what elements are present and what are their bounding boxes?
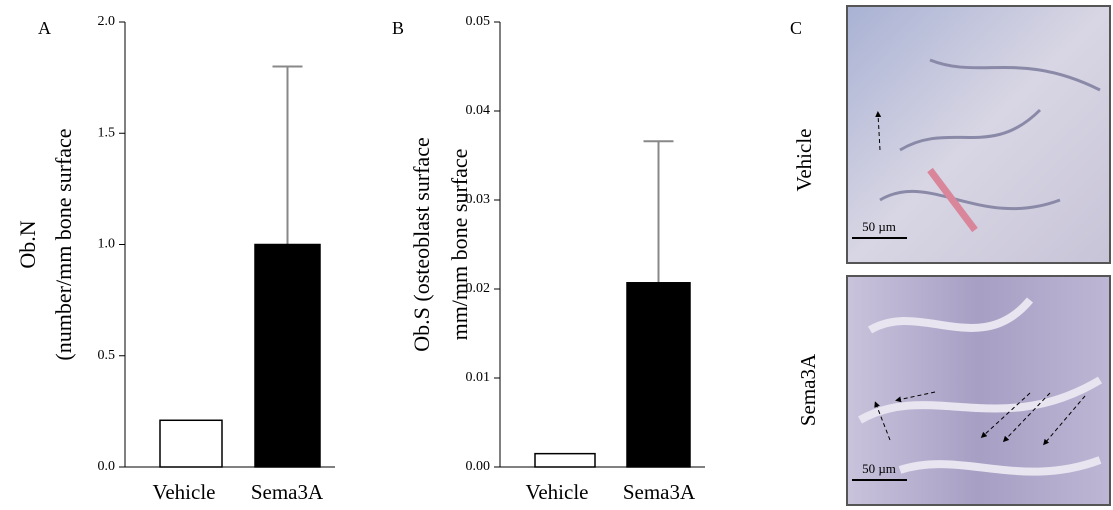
bar <box>254 243 321 468</box>
y-axis-label: (number/mm bone surface <box>51 128 76 360</box>
x-tick-label: Vehicle <box>526 480 589 504</box>
y-tick-label: 0.03 <box>466 192 491 207</box>
y-tick-label: 2.0 <box>98 14 116 29</box>
panel-label: B <box>392 18 404 38</box>
y-tick-label: 0.04 <box>466 103 491 118</box>
tissue <box>858 297 1103 476</box>
arrow <box>980 392 1031 439</box>
y-tick-label: 0.05 <box>466 14 491 29</box>
scale-label: 50 µm <box>862 461 896 476</box>
tissue <box>927 167 978 233</box>
y-tick-label: 0.5 <box>98 348 116 363</box>
panel-label: A <box>38 18 51 38</box>
y-tick-label: 0.0 <box>98 459 116 474</box>
y-tick-label: 1.5 <box>98 125 116 140</box>
bar <box>159 419 223 468</box>
y-tick-label: 0.00 <box>466 459 491 474</box>
x-tick-label: Sema3A <box>251 480 324 504</box>
bar <box>626 282 691 468</box>
arrow <box>895 391 936 403</box>
y-tick-label: 0.02 <box>466 281 491 296</box>
micrograph <box>846 5 1111 264</box>
charts: A Ob.N (number/mm bone surface 0.0 0.5 1.0 1.5… <box>15 14 705 504</box>
row-label: Vehicle <box>792 129 816 192</box>
x-tick-label: Vehicle <box>153 480 216 504</box>
bar <box>534 452 596 468</box>
y-tick-label: 0.01 <box>466 370 491 385</box>
y-tick-label: 1.0 <box>98 237 116 252</box>
y-axis-label: mm/mm bone surface <box>447 149 472 341</box>
tissue <box>879 58 1101 211</box>
panel-label: C <box>790 18 802 38</box>
y-axis-label: Ob.S (osteoblast surface <box>409 137 434 351</box>
arrow <box>1043 395 1086 446</box>
y-axis-label: Ob.N <box>15 220 40 268</box>
x-tick-label: Sema3A <box>623 480 696 504</box>
panel-c: C 50 µm Vehicle 50 µm Sema3A <box>790 5 1111 506</box>
row-label: Sema3A <box>796 353 820 426</box>
scale-label: 50 µm <box>862 219 896 234</box>
arrow <box>1002 392 1051 443</box>
arrow <box>875 111 882 151</box>
